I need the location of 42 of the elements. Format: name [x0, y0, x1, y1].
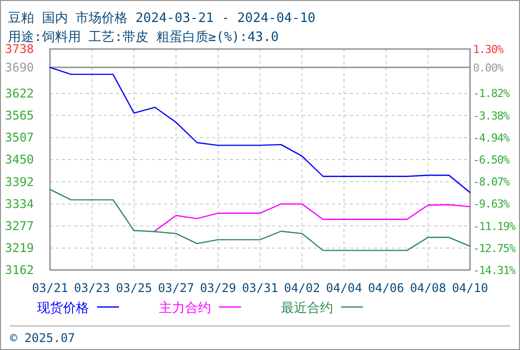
legend-label: 现货价格 [37, 301, 89, 316]
y-tick-label: 3162 [5, 263, 34, 277]
y2-tick-label: -3.38% [473, 109, 510, 122]
y2-tick-label: -4.94% [473, 131, 510, 144]
legend-label: 最近合约 [281, 301, 333, 316]
y-tick-label: 3565 [5, 108, 34, 122]
y2-tick-label: -11.19% [473, 220, 516, 233]
y-tick-label: 3277 [5, 218, 34, 233]
legend-label: 主力合约 [159, 300, 211, 316]
y2-tick-label: -12.75% [473, 242, 516, 255]
line-series [49, 188, 471, 252]
chart-title: 豆粕 国内 市场价格 2024-03-21 - 2024-04-10 [8, 11, 316, 26]
y2-tick-label: -14.31% [473, 264, 516, 277]
line-series [154, 203, 471, 232]
x-tick-label: 03/23 [74, 281, 110, 295]
y2-tick-label: -6.50% [473, 153, 510, 166]
x-tick-label: 03/31 [242, 281, 278, 295]
y2-tick-label: -8.07% [473, 176, 510, 189]
y-tick-label: 3334 [5, 197, 34, 212]
line-series [49, 66, 471, 194]
x-tick-label: 04/10 [452, 281, 488, 295]
y-tick-label: 3690 [5, 60, 34, 74]
y-tick-label: 3450 [5, 152, 34, 166]
y2-tick-label: 1.30% [473, 43, 504, 56]
x-tick-label: 03/27 [158, 281, 194, 295]
x-tick-label: 04/04 [326, 281, 362, 295]
y-tick-label: 3392 [5, 174, 34, 189]
x-tick-label: 04/08 [410, 281, 446, 295]
chart-subtitle: 用途:饲料用 工艺:带皮 粗蛋白质≥(%):43.0 [8, 30, 279, 45]
y-tick-label: 3219 [5, 241, 34, 256]
x-tick-label: 03/29 [200, 281, 236, 295]
x-tick-label: 04/02 [284, 281, 320, 295]
y2-tick-label: -1.82% [473, 87, 510, 100]
x-tick-label: 03/21 [32, 281, 68, 295]
y2-tick-label: -9.63% [473, 198, 510, 211]
y-tick-label: 3738 [5, 42, 34, 56]
y-tick-label: 3622 [5, 86, 34, 101]
y2-tick-label: 0.00% [473, 61, 504, 74]
x-tick-label: 04/06 [368, 281, 404, 295]
y-tick-label: 3507 [5, 130, 34, 145]
x-tick-label: 03/25 [116, 281, 152, 295]
text: © 2025.07 [10, 331, 76, 345]
